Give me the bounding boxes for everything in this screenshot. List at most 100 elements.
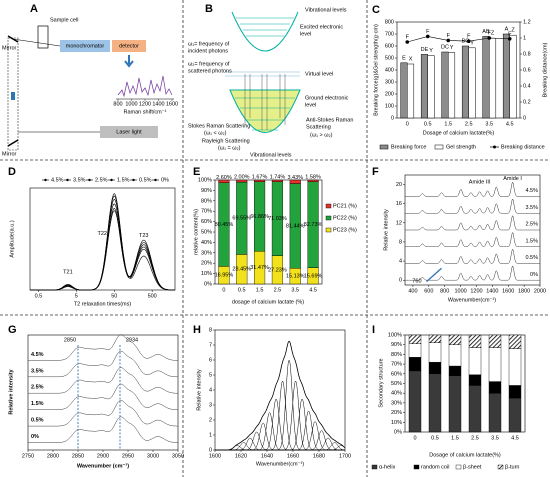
x-axis-title: Dosage of calcium lactate(%) [423,130,495,136]
bar-letter: AB [482,29,490,35]
annotation: 760 [412,279,421,285]
data-label: 82.73% [304,222,323,228]
label: level [300,31,311,37]
bar-letter: X [409,56,413,62]
bar-segment [508,334,522,349]
y-tick-label: 200 [385,91,394,97]
legend-swatch [132,178,135,182]
panel-letter: H [193,324,201,336]
data-label: 27.23% [268,267,287,273]
annotation: 2850 [64,337,76,343]
legend-label: β-turn [505,464,519,470]
label: scattered photons [188,68,232,74]
x-axis-title: Wavenumber(cm⁻¹) [256,461,304,467]
legend-swatch [371,464,378,470]
data-label: 28.45% [232,267,251,273]
legend-swatch [44,178,47,182]
panel-letter: E [193,166,200,178]
spectrum [405,248,540,264]
curve [30,193,175,291]
y-tick-label: 0.8 [523,51,531,57]
x-axis-title: Dosage of calcium lactate(%) [429,452,501,458]
y-tick-label: 700 [385,31,394,37]
y-tick-label: 50% [391,381,402,387]
spectrum [28,334,178,361]
y-tick-label: 500 [385,55,394,61]
data-label: 1.74% [270,174,286,180]
label: (ω₁ = ω₂) [218,145,241,151]
x-tick-label: 4.5 [309,287,317,293]
bar-letter: Z [511,28,515,34]
y-tick-label: 12 [396,220,402,226]
legend-swatch [325,203,332,209]
bar-letter: Y [470,40,474,46]
spectrum [28,367,178,394]
y-tick-label: 10% [201,271,212,277]
series-label: 4.5% [31,352,44,358]
legend-label: PC23 (%) [333,227,357,233]
bar-segment [408,334,422,344]
bar-segment [408,357,422,372]
plot-frame [27,334,179,451]
x-axis-title: T2 relaxation times(ms) [74,301,132,307]
bar-segment [428,361,442,375]
y-tick-label: 40% [391,391,402,397]
x-tick-label: 1.5 [444,121,452,127]
panel-letter: G [8,324,17,336]
bar-segment [508,385,522,399]
legend-label: 0.5% [139,177,152,183]
y-axis-title: Breaking distance(cm) [542,42,548,97]
bar [509,34,517,119]
beam [12,38,61,47]
y-tick-label: 50% [201,229,212,235]
annotation: Amide I [503,176,522,182]
y-tick-label: 20 [396,182,402,188]
y-tick-label: 0 [523,115,526,121]
bar-segment [428,342,442,363]
bar [420,54,429,119]
spectrum [405,232,540,247]
label: Rayleigh Scattering [202,138,250,144]
y-tick-label: 20% [201,261,212,267]
label: Sample cell [50,17,78,23]
y-tick-label: 90% [391,342,402,348]
panel-letter: I [372,324,375,336]
label: Virtual level [305,71,333,77]
y-tick-label: 30% [391,400,402,406]
series-label: 3.5% [525,205,538,211]
legend-swatch [88,178,91,182]
y-axis-title: Relative intensity [383,209,389,251]
mirror [7,139,19,147]
y-tick-label: 5 [209,372,212,378]
spectrum [28,416,178,443]
y-tick-label: 0% [204,281,212,287]
y-tick-label: 0 [391,115,394,121]
point [446,38,451,43]
label: Vibrational levels [250,152,292,158]
bar-segment [468,334,482,348]
y-tick-label: 70% [201,209,212,215]
x-axis-title: Wavenumber(cm⁻¹) [448,297,496,303]
label: (ω₁ > ω₂) [310,132,333,138]
x-tick-label: 1620 [235,453,247,459]
curve [30,198,175,291]
y-tick-label: 1.2 [523,19,531,25]
bar [489,37,497,119]
y-tick-label: 100 [385,103,394,109]
x-tick-label: 2.5 [274,287,282,293]
legend-swatch [493,145,496,149]
x-tick-label: 3050 [172,453,184,459]
line [407,36,510,43]
bar-segment [307,179,319,182]
bar-segment [236,179,248,183]
series-label: 0% [530,272,538,278]
data-label: 1.67% [252,174,268,180]
y-tick-label: 40% [201,240,212,246]
envelope [215,340,346,451]
legend-label: 1.5% [117,177,130,183]
point-letter: F [508,31,512,37]
legend-swatch [66,178,69,182]
bar-segment [488,381,502,394]
panel-letter: D [8,166,16,178]
point-letter: F [488,30,492,36]
